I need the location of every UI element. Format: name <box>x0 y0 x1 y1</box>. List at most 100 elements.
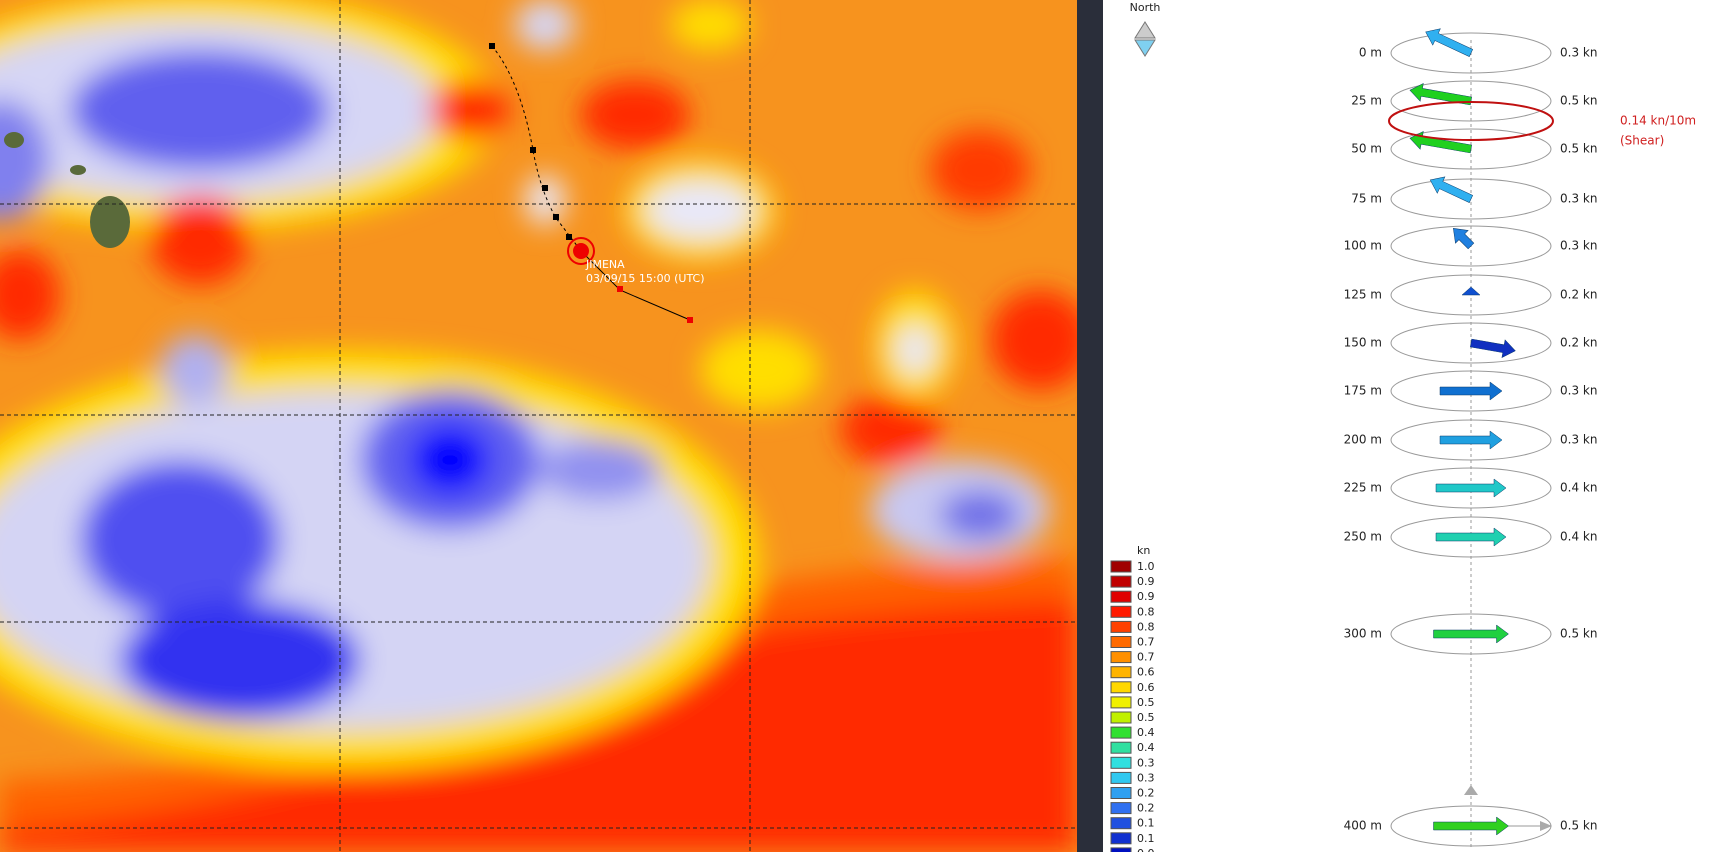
depth-disc <box>1390 419 1552 461</box>
legend-swatch <box>1110 590 1132 603</box>
legend-label: 0.9 <box>1137 590 1155 603</box>
legend-label: 0.1 <box>1137 817 1155 830</box>
current-arrow <box>1425 28 1474 57</box>
legend-label: 0.0 <box>1137 847 1155 852</box>
legend-swatch <box>1110 636 1132 648</box>
shear-value: 0.14 kn/10m <box>1620 114 1696 128</box>
legend-label: 0.8 <box>1137 620 1155 633</box>
depth-disc <box>1390 516 1552 558</box>
depth-label: 400 m <box>1344 819 1382 833</box>
legend-swatch <box>1110 787 1132 799</box>
depth-label: 150 m <box>1344 336 1382 350</box>
depth-disc <box>1390 805 1552 847</box>
speed-label: 0.5 kn <box>1560 94 1597 108</box>
legend-swatch <box>1110 817 1132 830</box>
legend-label: 0.4 <box>1137 741 1155 754</box>
legend-swatch <box>1110 726 1132 739</box>
legend-swatch <box>1110 756 1132 769</box>
speed-label: 0.5 kn <box>1560 627 1597 641</box>
legend-swatch <box>1110 560 1132 573</box>
speed-label: 0.3 kn <box>1560 433 1597 447</box>
depth-disc <box>1390 322 1552 364</box>
current-arrow <box>1433 816 1509 836</box>
depth-disc <box>1390 225 1552 267</box>
arrow-shape <box>1470 338 1516 359</box>
arrow-shape <box>1435 478 1507 498</box>
depth-disc <box>1390 80 1552 122</box>
legend-swatch <box>1110 847 1132 852</box>
north-label: North <box>1130 1 1161 14</box>
current-map[interactable]: JIMENA 03/09/15 15:00 (UTC) <box>0 0 1090 852</box>
lat-lon-grid <box>0 0 1077 852</box>
island <box>90 196 130 248</box>
legend-label: 0.8 <box>1137 605 1155 618</box>
arrow-shape <box>1429 176 1474 203</box>
legend-label: 0.7 <box>1137 636 1155 649</box>
current-arrow <box>1439 430 1503 450</box>
north-arrow-top <box>1134 21 1156 39</box>
depth-disc <box>1390 178 1552 220</box>
legend-swatch <box>1110 711 1132 724</box>
speed-label: 0.3 kn <box>1560 384 1597 398</box>
depth-label: 250 m <box>1344 530 1382 544</box>
arrow-shape <box>1433 624 1509 644</box>
legend-swatch <box>1110 832 1132 845</box>
depth-label: 75 m <box>1351 192 1382 206</box>
forecast-point <box>687 317 693 323</box>
legend-label: 1.0 <box>1137 560 1155 573</box>
storm-track <box>491 45 582 252</box>
arrow-shape <box>1439 430 1503 450</box>
speed-label: 0.3 kn <box>1560 46 1597 60</box>
storm-name: JIMENA <box>585 258 625 271</box>
arrow-shape <box>1453 228 1475 250</box>
current-arrow <box>1435 478 1507 498</box>
speed-label: 0.5 kn <box>1560 142 1597 156</box>
depth-disc <box>1390 128 1552 170</box>
legend-label: 0.2 <box>1137 802 1155 815</box>
legend-swatch <box>1110 741 1132 754</box>
legend-swatch <box>1110 605 1132 618</box>
depth-disc <box>1390 32 1552 74</box>
legend-swatch <box>1110 771 1132 784</box>
depth-label: 200 m <box>1344 433 1382 447</box>
legend-unit: kn <box>1137 544 1150 557</box>
legend-label: 0.4 <box>1137 726 1155 739</box>
arrow-shape <box>1433 816 1509 836</box>
legend-swatch <box>1110 575 1132 588</box>
depth-label: 0 m <box>1359 46 1382 60</box>
current-arrow <box>1461 286 1481 296</box>
legend-label: 0.1 <box>1137 832 1155 845</box>
legend-swatch <box>1110 666 1132 679</box>
current-arrow <box>1409 83 1472 106</box>
storm-marker[interactable] <box>573 243 589 259</box>
current-arrow <box>1439 381 1503 401</box>
depth-label: 300 m <box>1344 627 1382 641</box>
legend-label: 0.3 <box>1137 756 1155 769</box>
current-arrow <box>1470 338 1516 359</box>
island <box>70 165 86 175</box>
legend-swatch <box>1110 696 1132 709</box>
legend-swatch <box>1110 802 1132 815</box>
speed-label: 0.4 kn <box>1560 481 1597 495</box>
depth-disc <box>1390 467 1552 509</box>
arrow-shape <box>1425 28 1474 57</box>
speed-label: 0.2 kn <box>1560 336 1597 350</box>
forecast-point <box>617 286 623 292</box>
shear-label: (Shear) <box>1620 134 1664 148</box>
speed-label: 0.2 kn <box>1560 288 1597 302</box>
arrow-shape <box>1439 381 1503 401</box>
current-arrow <box>1453 228 1475 250</box>
axis-arrow <box>1464 785 1478 795</box>
legend-label: 0.2 <box>1137 787 1155 800</box>
depth-disc <box>1390 370 1552 412</box>
legend-label: 0.6 <box>1137 681 1155 694</box>
arrow-shape <box>1461 286 1481 296</box>
depth-label: 175 m <box>1344 384 1382 398</box>
legend-swatch <box>1110 620 1132 633</box>
legend-label: 0.5 <box>1137 696 1155 709</box>
arrow-shape <box>1435 527 1507 547</box>
current-arrow <box>1433 624 1509 644</box>
splitter[interactable] <box>1077 0 1103 852</box>
legend-swatch <box>1110 681 1132 694</box>
